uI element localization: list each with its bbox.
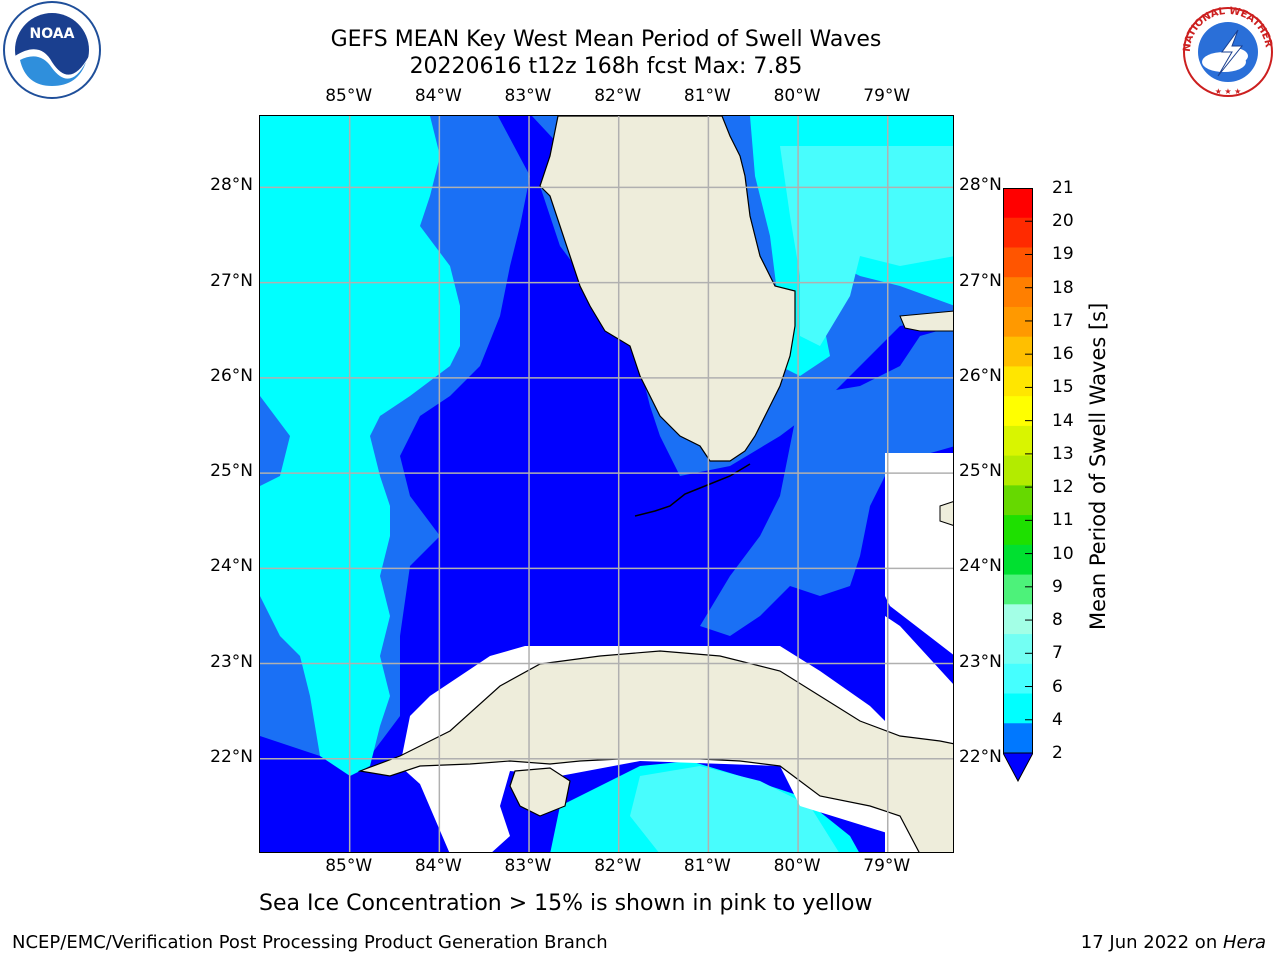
colorbar-segment <box>1003 217 1033 248</box>
colorbar-tick-label: 14 <box>1052 410 1074 431</box>
colorbar-tick-label: 21 <box>1052 178 1074 198</box>
noaa-logo: NOAA <box>3 1 101 99</box>
lat-tick-label-right: 25°N <box>959 461 1002 482</box>
lon-tick-label: 85°W <box>325 86 373 106</box>
lon-tick-label: 83°W <box>504 86 552 106</box>
lat-tick-label-left: 28°N <box>210 175 253 196</box>
chart-subtitle-forecast: 20220616 t12z 168h fcst Max: 7.85 <box>409 54 803 79</box>
colorbar-segment <box>1003 544 1033 576</box>
footer-host: Hera <box>1222 932 1266 953</box>
sea-ice-note: Sea Ice Concentration > 15% is shown in … <box>259 891 873 916</box>
lon-tick-label: 81°W <box>683 856 731 876</box>
band-4-6-west <box>260 116 460 776</box>
colorbar-segment <box>1003 663 1033 695</box>
colorbar <box>1003 188 1033 782</box>
colorbar-tick-label: 13 <box>1052 443 1074 464</box>
colorbar-segment <box>1003 366 1033 397</box>
colorbar-tick-label: 10 <box>1052 543 1074 564</box>
colorbar-title: Mean Period of Swell Waves [s] <box>1086 302 1110 630</box>
colorbar-tick-label: 6 <box>1052 676 1063 697</box>
colorbar-tick-label: 12 <box>1052 477 1074 498</box>
band-4-6-pocket <box>260 396 290 486</box>
colorbar-segment <box>1003 425 1033 457</box>
footer-date: 17 Jun 2022 on Hera <box>1080 932 1266 953</box>
colorbar-segment <box>1003 277 1033 308</box>
land-florida <box>539 116 796 462</box>
land-bahamas-south <box>939 501 953 526</box>
colorbar-tick-label: 20 <box>1052 211 1074 232</box>
band-6-8-southeast <box>630 766 839 852</box>
colorbar-tick-label: 4 <box>1052 709 1063 730</box>
chart-title: GEFS MEAN Key West Mean Period of Swell … <box>330 27 882 52</box>
lat-tick-label-left: 22°N <box>210 746 253 767</box>
gridlines <box>260 116 953 852</box>
lat-tick-label-left: 26°N <box>210 365 253 386</box>
colorbar-tick-label: 2 <box>1052 743 1063 763</box>
colorbar-segment <box>1003 515 1033 546</box>
colorbar-segment <box>1003 485 1033 516</box>
lon-tick-label: 81°W <box>683 86 731 106</box>
colorbar-tick-label: 8 <box>1052 610 1063 631</box>
lon-tick-label: 82°W <box>594 856 642 876</box>
lon-tick-label: 79°W <box>863 856 911 876</box>
colorbar-segment <box>1003 574 1033 605</box>
lon-tick-label: 85°W <box>325 856 373 876</box>
colorbar-segment <box>1003 188 1033 219</box>
lat-tick-label-right: 24°N <box>959 556 1002 577</box>
land-isla-de-la-juventud <box>509 767 571 817</box>
lat-tick-label-right: 26°N <box>959 365 1002 386</box>
colorbar-segment <box>1003 604 1033 635</box>
colorbar-segment <box>1003 634 1033 665</box>
colorbar-segment <box>1003 693 1033 724</box>
nws-logo: NATIONAL WEATHER SERVICE ★ ★ ★ <box>1176 0 1274 97</box>
colorbar-tick-label: 19 <box>1052 244 1074 265</box>
florida-keys <box>634 463 751 517</box>
colorbar-extend-min <box>1003 752 1033 782</box>
lon-tick-label: 84°W <box>414 86 462 106</box>
footer-credit: NCEP/EMC/Verification Post Processing Pr… <box>12 932 608 953</box>
lat-tick-label-right: 28°N <box>959 175 1002 196</box>
colorbar-tick-label: 11 <box>1052 510 1074 531</box>
colorbar-tick-label: 7 <box>1052 643 1063 664</box>
colorbar-tick-label: 17 <box>1052 310 1074 331</box>
band-2-4-east <box>700 326 953 636</box>
land-cuba <box>357 650 953 852</box>
land-bahamas <box>899 310 953 332</box>
lat-tick-label-right: 22°N <box>959 746 1002 767</box>
lon-tick-label: 83°W <box>504 856 552 876</box>
colorbar-outline <box>1003 188 1033 754</box>
lon-tick-label: 80°W <box>773 856 821 876</box>
lat-tick-label-right: 23°N <box>959 651 1002 672</box>
colorbar-segment <box>1003 723 1033 754</box>
colorbar-segment <box>1003 455 1033 486</box>
lat-tick-label-left: 23°N <box>210 651 253 672</box>
lon-tick-label: 84°W <box>414 856 462 876</box>
lat-tick-label-left: 25°N <box>210 461 253 482</box>
colorbar-segment <box>1003 336 1033 367</box>
lat-tick-label-left: 27°N <box>210 270 253 291</box>
colorbar-tick-label: 18 <box>1052 277 1074 298</box>
lon-tick-label: 80°W <box>773 86 821 106</box>
colorbar-segment <box>1003 396 1033 427</box>
lat-tick-label-right: 27°N <box>959 270 1002 291</box>
map-panel <box>259 115 954 853</box>
lon-tick-label: 82°W <box>594 86 642 106</box>
colorbar-tick-label: 15 <box>1052 377 1074 398</box>
noaa-logo-text: NOAA <box>30 26 75 42</box>
lon-tick-label: 79°W <box>863 86 911 106</box>
swell-period-map <box>260 116 953 852</box>
lat-tick-label-left: 24°N <box>210 556 253 577</box>
band-6-8-northeast <box>780 146 953 346</box>
svg-text:★ ★ ★: ★ ★ ★ <box>1215 87 1242 96</box>
colorbar-tick-label: 16 <box>1052 344 1074 365</box>
colorbar-tick-label: 9 <box>1052 576 1063 597</box>
colorbar-segment <box>1003 247 1033 278</box>
colorbar-segment <box>1003 306 1033 338</box>
